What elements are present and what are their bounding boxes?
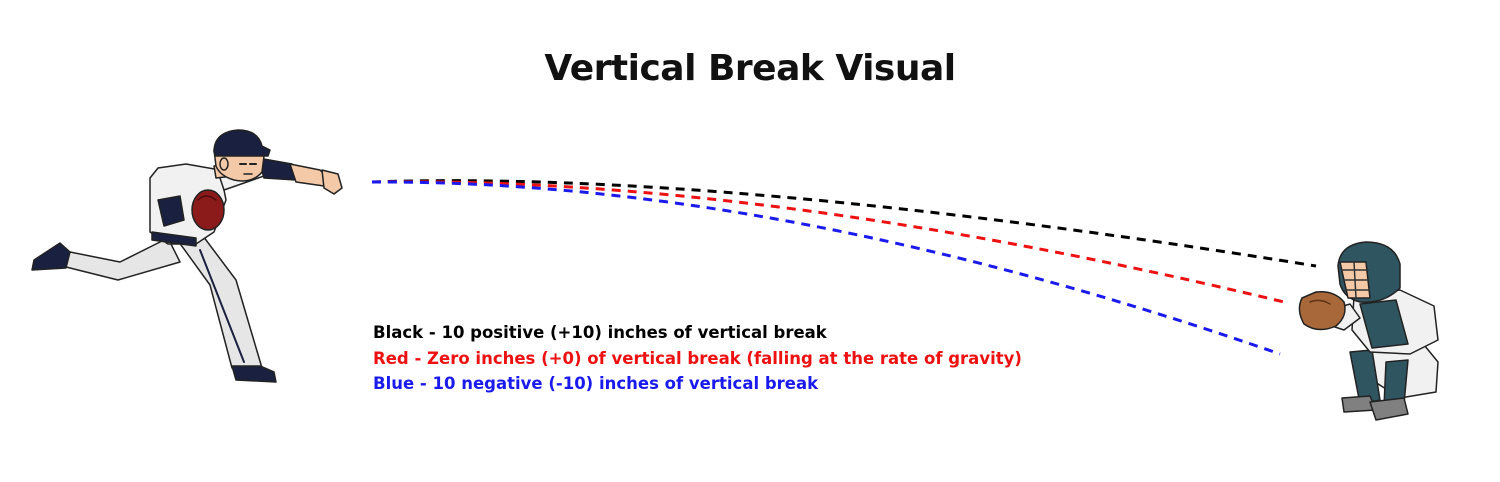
catcher-figure — [1298, 241, 1439, 421]
trajectory-lines — [371, 179, 1317, 356]
trajectory-blue — [371, 180, 1281, 356]
legend-item-blue: Blue - 10 negative (-10) inches of verti… — [373, 374, 819, 393]
trajectory-red — [371, 180, 1285, 304]
legend-item-red: Red - Zero inches (+0) of vertical break… — [373, 348, 1022, 368]
pitcher-figure — [31, 129, 343, 383]
legend-item-black: Black - 10 positive (+10) inches of vert… — [373, 323, 827, 342]
legend: Black - 10 positive (+10) inches of vert… — [373, 320, 1022, 397]
diagram-title: Vertical Break Visual — [544, 48, 956, 89]
trajectory-black — [371, 179, 1317, 268]
